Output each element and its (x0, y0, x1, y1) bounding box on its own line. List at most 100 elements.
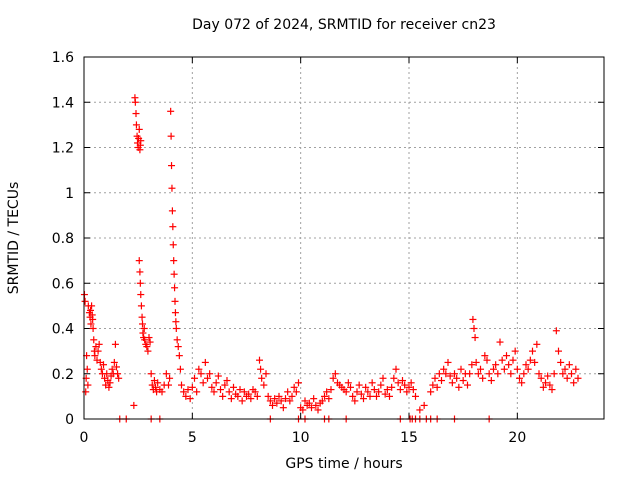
data-point (559, 370, 567, 378)
grid-lines (84, 57, 604, 419)
data-point (136, 279, 144, 287)
data-point (172, 318, 180, 326)
data-point (266, 397, 274, 405)
data-point (201, 358, 209, 366)
data-point (282, 395, 289, 403)
data-point (186, 395, 194, 403)
data-point (87, 320, 95, 328)
data-point (221, 381, 229, 389)
data-point (171, 297, 179, 305)
data-point (290, 383, 298, 391)
data-point (168, 207, 176, 215)
data-point (262, 370, 270, 378)
plot-frame (83, 56, 605, 420)
data-point (197, 370, 205, 378)
data-point (115, 374, 123, 382)
data-point (206, 370, 214, 378)
data-point (286, 397, 294, 405)
data-point (548, 386, 556, 394)
data-point (176, 365, 184, 373)
data-point (455, 383, 463, 391)
data-point (175, 352, 183, 360)
data-point (195, 365, 203, 373)
data-point (199, 379, 207, 387)
data-point (174, 343, 182, 351)
data-point (468, 361, 476, 369)
data-point (257, 365, 265, 373)
y-tick-label: 1 (65, 186, 74, 202)
data-point (214, 372, 222, 380)
data-point (247, 395, 255, 403)
data-point (561, 365, 569, 373)
data-point (284, 388, 292, 396)
data-point (368, 379, 376, 387)
data-point (131, 98, 139, 106)
data-point (407, 379, 415, 387)
data-point (518, 379, 526, 387)
data-point (546, 381, 554, 389)
data-point (388, 383, 396, 391)
data-point (81, 297, 89, 305)
data-point (288, 392, 296, 400)
data-point (526, 356, 534, 364)
data-point (431, 374, 439, 382)
data-point (412, 392, 419, 400)
data-point (321, 392, 328, 400)
data-point (114, 370, 122, 378)
data-point (110, 358, 118, 366)
data-point (568, 370, 575, 378)
data-point (485, 370, 493, 378)
data-point (260, 381, 268, 389)
data-point (130, 401, 138, 409)
data-point (168, 162, 176, 170)
data-point (135, 257, 143, 265)
data-point (386, 392, 393, 400)
data-point (83, 365, 91, 373)
data-point (137, 291, 145, 299)
data-point (392, 365, 400, 373)
data-point (351, 397, 359, 405)
data-point (555, 347, 562, 355)
data-point (191, 374, 198, 382)
data-point (557, 358, 565, 366)
data-point (171, 309, 179, 317)
data-point (275, 392, 283, 400)
data-point (477, 365, 484, 373)
data-point (167, 107, 175, 115)
data-point (139, 320, 146, 328)
y-tick-label: 1.2 (52, 141, 74, 157)
data-point (168, 184, 176, 192)
data-point (269, 401, 276, 409)
data-point (570, 379, 578, 387)
data-point (552, 327, 560, 335)
data-point (565, 361, 573, 369)
data-point (182, 392, 190, 400)
data-point (494, 370, 502, 378)
data-point (97, 365, 105, 373)
data-point (377, 381, 385, 389)
data-point (141, 336, 149, 344)
data-point (511, 347, 519, 355)
data-point (295, 379, 302, 387)
data-point (305, 399, 313, 407)
data-point (236, 386, 244, 394)
data-point (563, 374, 571, 382)
data-point (360, 395, 367, 403)
x-tick-label: 0 (80, 430, 89, 446)
data-point (429, 381, 437, 389)
data-point (403, 388, 411, 396)
data-point (88, 302, 96, 310)
data-point (166, 374, 174, 382)
data-point (427, 388, 435, 396)
data-point (396, 386, 404, 394)
data-point (271, 395, 279, 403)
data-point (223, 377, 231, 385)
data-point (167, 132, 175, 140)
data-point (544, 372, 552, 380)
data-point (464, 381, 471, 389)
data-point (394, 379, 402, 387)
data-point (132, 121, 140, 129)
data-point (94, 347, 102, 355)
data-point (170, 257, 178, 265)
x-tick-label: 10 (292, 430, 310, 446)
